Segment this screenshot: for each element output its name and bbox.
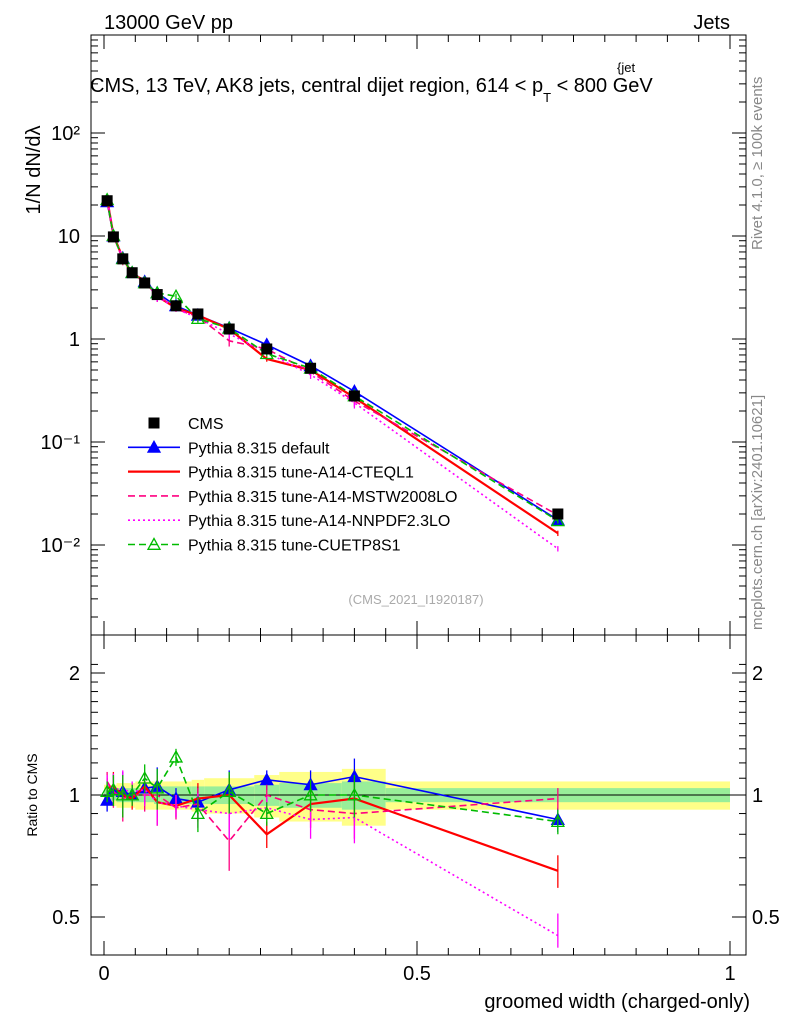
cms-data-point — [223, 323, 235, 335]
x-axis-label: groomed width (charged-only) — [484, 991, 750, 1013]
series-line-main — [106, 198, 559, 535]
cms-data-point — [552, 508, 564, 520]
ratio-y-tick-label: 2 — [69, 663, 80, 685]
cms-data-point — [192, 308, 204, 320]
cms-data-point — [151, 289, 163, 301]
legend: CMS Pythia 8.315 default Pythia 8.315 tune… — [128, 416, 457, 555]
y-tick-label: 10⁻¹ — [41, 432, 81, 454]
legend-label: Pythia 8.315 default — [188, 440, 330, 457]
axis-ticks: 0 0.5 1 10⁻² 10⁻¹ 1 10 10² 0.5 0.5 1 1 2 2 — [41, 35, 780, 985]
cms-data-point — [261, 343, 273, 355]
y-tick-label: 10⁻² — [41, 535, 81, 557]
legend-label: Pythia 8.315 tune-A14-CTEQL1 — [188, 465, 414, 482]
ratio-y-tick-label-right: 1 — [752, 785, 763, 807]
ratio-y-tick-label: 0.5 — [52, 907, 80, 929]
legend-label: Pythia 8.315 tune-A14-NNPDF2.3LO — [188, 513, 450, 530]
main-y-label: 1/N dN/dλ — [23, 126, 45, 215]
cms-data-point — [139, 277, 151, 289]
series-ratio-point — [125, 787, 140, 801]
cms-data-point — [101, 195, 113, 207]
energy-label: 13000 GeV pp — [104, 12, 233, 34]
y-tick-label: 10² — [51, 123, 80, 145]
category-label: Jets — [693, 12, 730, 34]
series-ratio-point — [550, 814, 565, 827]
cms-data-point — [348, 390, 360, 402]
series-ratio-point — [259, 772, 274, 786]
y-tick-label: 1 — [69, 329, 80, 351]
series-ratio-point — [347, 787, 362, 801]
ratio-y-tick-label: 1 — [69, 785, 80, 807]
plot-title: CMS, 13 TeV, AK8 jets, central dijet reg… — [90, 75, 653, 105]
x-tick-label: 0 — [98, 963, 109, 985]
main-series-layer — [100, 192, 565, 552]
cms-data-point — [126, 267, 138, 279]
legend-label: CMS — [188, 416, 224, 433]
legend-label: Pythia 8.315 tune-A14-MSTW2008LO — [188, 489, 457, 506]
series-ratio-point — [259, 806, 274, 819]
ratio-y-tick-label-right: 0.5 — [752, 907, 780, 929]
series-ratio-point — [190, 806, 206, 819]
x-tick-label: 1 — [724, 963, 735, 985]
ratio-y-label: Ratio to CMS — [24, 753, 40, 836]
legend-marker — [146, 439, 162, 453]
cms-data-point — [305, 362, 317, 374]
series-ratio-point — [168, 749, 184, 763]
legend-marker — [146, 537, 162, 550]
series-ratio-point — [115, 787, 130, 801]
series-ratio-point — [222, 784, 237, 797]
analysis-id: (CMS_2021_I1920187) — [348, 592, 483, 607]
cms-data-point — [117, 253, 129, 265]
series-ratio-point — [303, 787, 318, 801]
legend-marker — [148, 417, 160, 429]
x-tick-label: 0.5 — [403, 963, 431, 985]
ratio-y-tick-label-right: 2 — [752, 663, 763, 685]
y-tick-label: 10 — [58, 226, 80, 248]
series-ratio-point — [150, 780, 165, 794]
series-ratio-point — [106, 782, 121, 796]
title-superscript: {jet — [617, 60, 635, 75]
cms-data-point — [107, 231, 119, 243]
rivet-version-label: Rivet 4.1.0, ≥ 100k events — [749, 77, 766, 250]
series-point — [550, 513, 565, 527]
mcplots-label: mcplots.cern.ch [arXiv:2401.10621] — [749, 395, 766, 630]
legend-label: Pythia 8.315 tune-CUETP8S1 — [188, 538, 401, 555]
ratio-series-layer — [100, 748, 565, 948]
series-ratio-point — [137, 770, 152, 784]
cms-data-point — [170, 300, 182, 312]
